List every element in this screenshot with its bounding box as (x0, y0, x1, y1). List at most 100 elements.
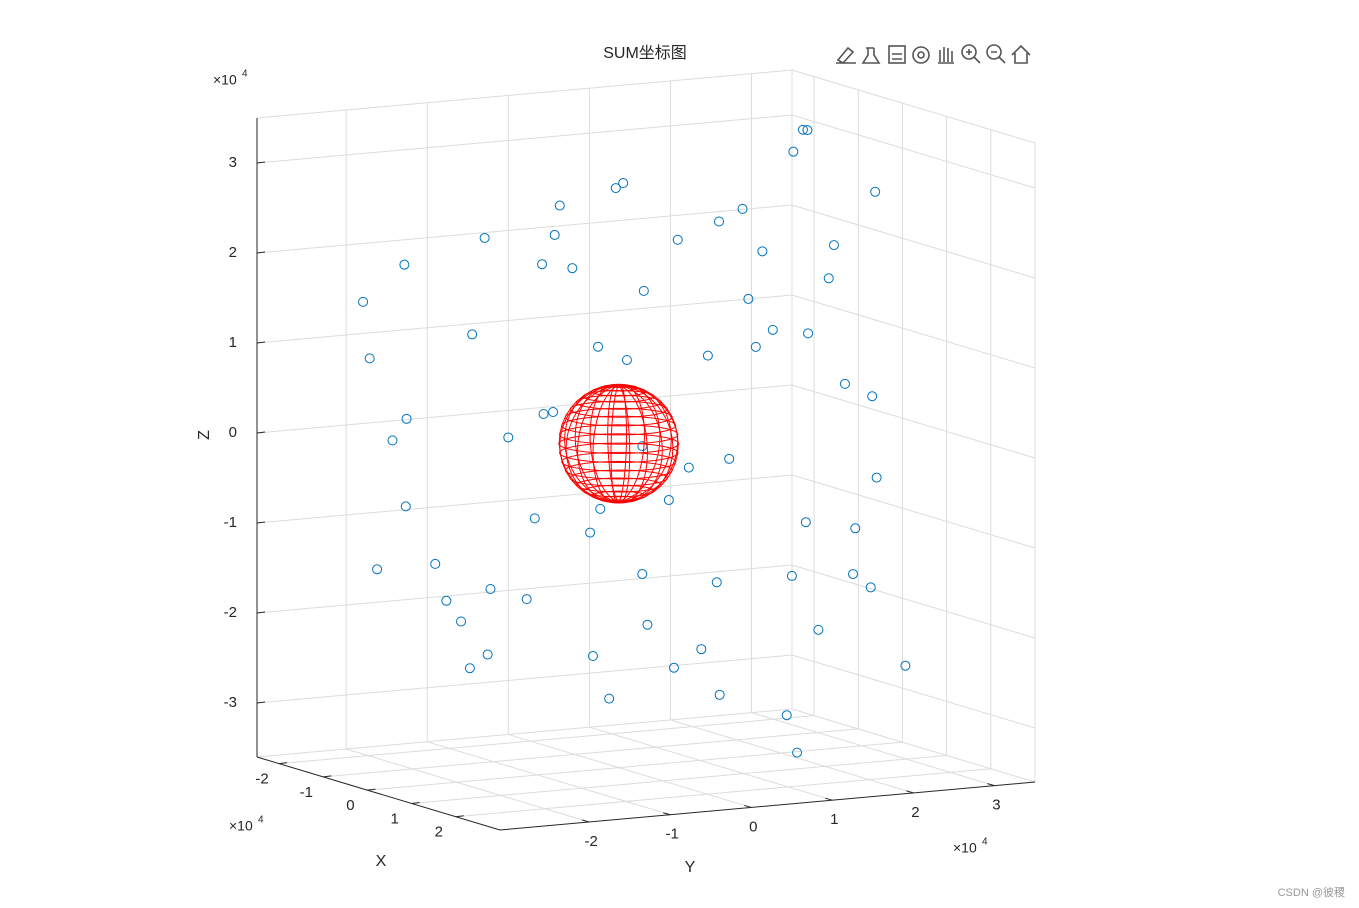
y-axis-line (499, 781, 1036, 831)
grid-line (508, 733, 752, 808)
point (743, 293, 754, 304)
z-tick-label: -2 (224, 604, 237, 621)
point (737, 203, 748, 214)
sphere-wire (558, 384, 619, 503)
grid-line (256, 384, 793, 434)
point (696, 644, 707, 655)
point (767, 324, 778, 335)
grid-line (791, 564, 1036, 639)
point (865, 582, 876, 593)
x-tick (279, 762, 288, 765)
point (621, 354, 632, 365)
point (456, 616, 467, 627)
chart-title: SUM坐标图 (603, 44, 687, 62)
z-tick (256, 701, 266, 704)
point (663, 495, 674, 506)
box-edge (791, 69, 1036, 144)
z-tick (256, 161, 266, 164)
grid-line (256, 564, 793, 614)
point (786, 570, 797, 581)
datatip-button[interactable] (861, 47, 881, 64)
z-multiplier: ×10 (213, 72, 237, 88)
point (900, 660, 911, 671)
point (401, 413, 412, 424)
zoom-in-button[interactable] (961, 44, 981, 64)
sphere-wire (618, 384, 672, 503)
z-tick (256, 341, 266, 344)
point (372, 564, 383, 575)
point (871, 472, 882, 483)
x-tick (367, 788, 376, 791)
point (503, 432, 514, 443)
point (850, 523, 861, 534)
point (802, 125, 813, 136)
grid-line (256, 114, 793, 164)
legend-button[interactable] (888, 45, 906, 64)
point (549, 229, 560, 240)
box-edge (256, 69, 793, 119)
y-multiplier: ×10 (953, 840, 977, 856)
point (803, 328, 814, 339)
x-tick-label: -2 (255, 771, 268, 788)
point (400, 501, 411, 512)
point (604, 693, 615, 704)
y-tick-label: 1 (830, 811, 838, 828)
pan-button[interactable] (938, 47, 954, 64)
sphere-wire (618, 384, 679, 503)
point (554, 200, 565, 211)
point (364, 353, 375, 364)
home-button[interactable] (1011, 44, 1031, 64)
grid-line (256, 294, 793, 344)
z-multiplier-exponent: 4 (242, 69, 248, 80)
z-tick-label: 2 (229, 244, 237, 261)
point (702, 350, 713, 361)
brush-button[interactable] (836, 46, 856, 65)
point (399, 259, 410, 270)
y-tick-label: 2 (911, 804, 919, 821)
grid-line (670, 719, 914, 794)
grid-line (791, 114, 1036, 189)
point (672, 234, 683, 245)
point (788, 146, 799, 157)
watermark: CSDN @彼稷 (1278, 886, 1345, 899)
sphere (558, 383, 680, 504)
grid-line (256, 654, 793, 704)
grid-line (791, 294, 1036, 369)
x-multiplier-exponent: 4 (258, 815, 264, 826)
point (585, 527, 596, 538)
z-axis-label: Z (196, 430, 213, 440)
point (683, 462, 694, 473)
y-multiplier-exponent: 4 (982, 837, 988, 848)
point (441, 595, 452, 606)
y-tick-label: 0 (749, 818, 757, 835)
x-tick (455, 815, 464, 818)
sphere-wire (618, 383, 627, 503)
point (757, 246, 768, 257)
point (467, 329, 478, 340)
point (813, 624, 824, 635)
point (529, 513, 540, 524)
point (567, 263, 578, 274)
x-axis-line (256, 756, 501, 831)
point (587, 651, 598, 662)
sphere-wire (565, 384, 619, 503)
z-tick-label: 0 (229, 424, 237, 441)
z-tick-label: 3 (229, 154, 237, 171)
point (358, 296, 369, 307)
sphere-wire (618, 384, 631, 504)
x-tick-label: -1 (300, 784, 313, 801)
zoom-out-button[interactable] (986, 44, 1006, 64)
toolbar (836, 44, 1031, 65)
point (724, 453, 735, 464)
point (750, 341, 761, 352)
sphere-wire (592, 384, 619, 504)
point (595, 503, 606, 514)
point (485, 584, 496, 594)
point (482, 649, 493, 660)
rotate-button[interactable] (912, 46, 930, 64)
box-edge (791, 708, 1036, 783)
point (548, 407, 559, 417)
sphere-wire (618, 383, 645, 503)
grid-line (589, 726, 833, 801)
